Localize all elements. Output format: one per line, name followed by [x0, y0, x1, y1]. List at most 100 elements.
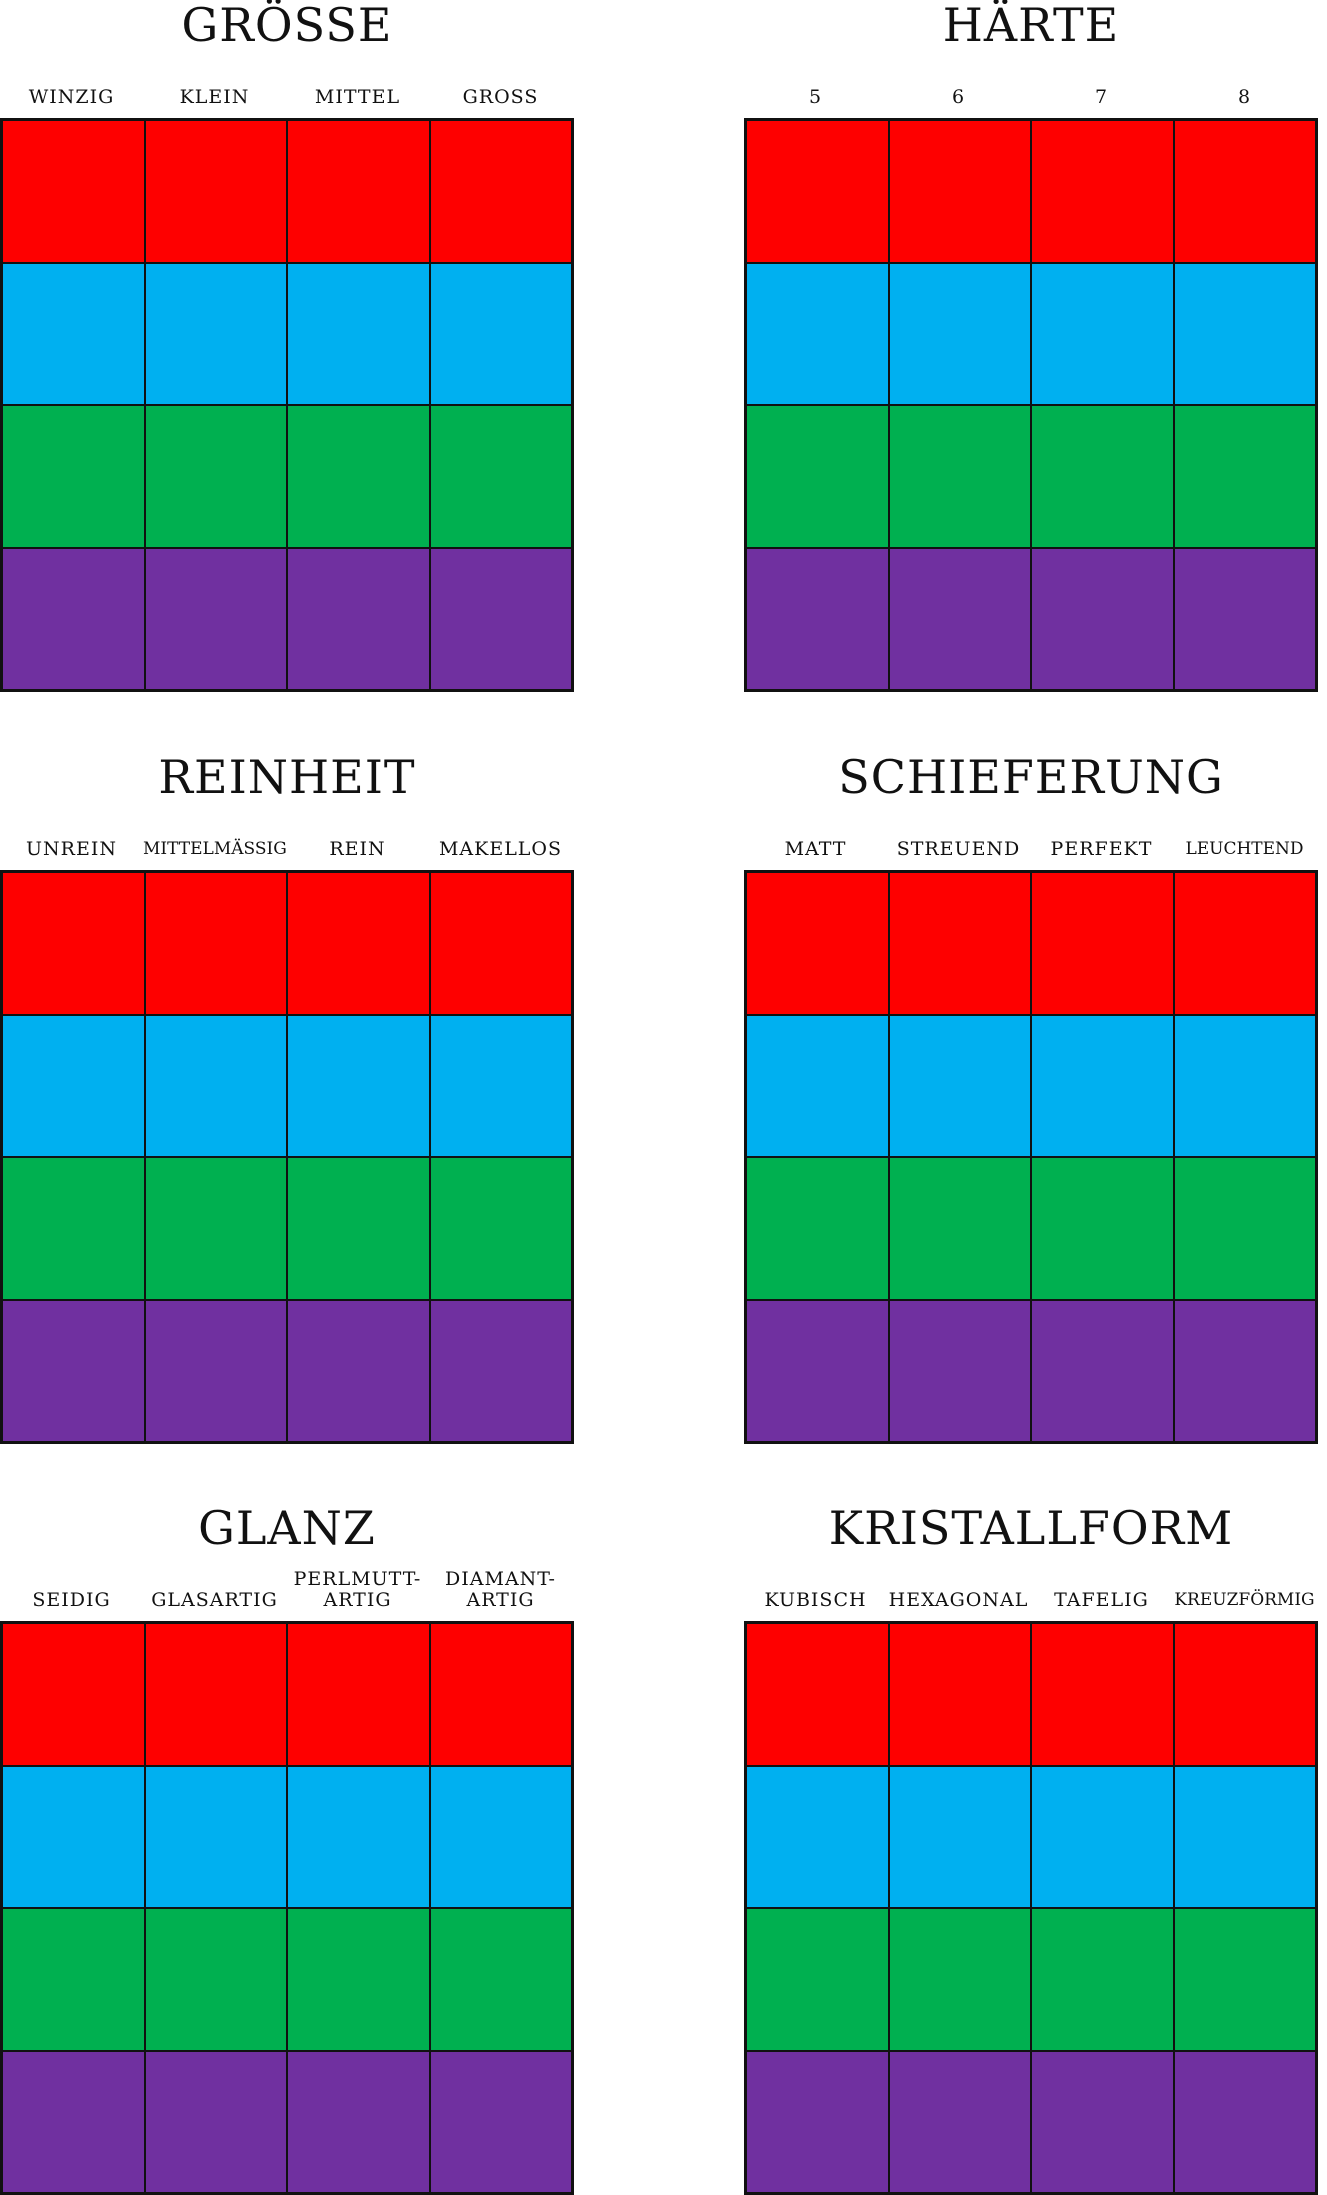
grid-cell[interactable]: [2, 1014, 145, 1157]
grid-cell[interactable]: [144, 120, 287, 263]
grid-cell[interactable]: [144, 872, 287, 1015]
grid-cell[interactable]: [746, 1765, 889, 1908]
grid-cell[interactable]: [746, 1157, 889, 1300]
grid-cell[interactable]: [287, 262, 430, 405]
grid-cell[interactable]: [746, 405, 889, 548]
grid-cell[interactable]: [1031, 1157, 1174, 1300]
grid-cell[interactable]: [746, 872, 889, 1015]
grid-cell[interactable]: [746, 262, 889, 405]
grid-cell[interactable]: [429, 547, 572, 690]
grid-cell[interactable]: [429, 1623, 572, 1766]
grid-cell[interactable]: [144, 1908, 287, 2051]
grid-cell[interactable]: [1031, 120, 1174, 263]
grid-cell[interactable]: [1031, 262, 1174, 405]
grid-cell[interactable]: [1031, 1014, 1174, 1157]
column-label: Streuend: [896, 838, 1021, 860]
grid-cell[interactable]: [144, 1299, 287, 1442]
grid-cell[interactable]: [287, 1299, 430, 1442]
grid-cell[interactable]: [429, 1908, 572, 2051]
grid-cell[interactable]: [287, 1908, 430, 2051]
grid-cell[interactable]: [888, 262, 1031, 405]
grid-cell[interactable]: [888, 120, 1031, 263]
grid-cell[interactable]: [888, 1908, 1031, 2051]
grid-cell[interactable]: [746, 1014, 889, 1157]
grid-cell[interactable]: [429, 262, 572, 405]
grid-cell[interactable]: [2, 120, 145, 263]
grid-cell[interactable]: [746, 1908, 889, 2051]
grid-cell[interactable]: [888, 872, 1031, 1015]
grid-cell[interactable]: [1031, 405, 1174, 548]
grid-cell[interactable]: [1031, 547, 1174, 690]
grid-cell[interactable]: [1173, 262, 1316, 405]
grid-cell[interactable]: [1031, 1623, 1174, 1766]
grid-cell[interactable]: [429, 405, 572, 548]
grid-cell[interactable]: [746, 2050, 889, 2193]
grid-cell[interactable]: [2, 1157, 145, 1300]
grid-cell[interactable]: [429, 2050, 572, 2193]
grid-cell[interactable]: [746, 1623, 889, 1766]
grid-cell[interactable]: [888, 1765, 1031, 1908]
grid-cell[interactable]: [1173, 1014, 1316, 1157]
panel-title: Kristallform: [828, 1501, 1234, 1555]
grid-cell[interactable]: [1173, 120, 1316, 263]
grid-cell[interactable]: [2, 1908, 145, 2051]
grid-cell[interactable]: [287, 2050, 430, 2193]
grid-cell[interactable]: [2, 262, 145, 405]
grid-cell[interactable]: [287, 872, 430, 1015]
grid-cell[interactable]: [287, 1765, 430, 1908]
grid-cell[interactable]: [746, 120, 889, 263]
grid-cell[interactable]: [429, 1157, 572, 1300]
grid-cell[interactable]: [144, 547, 287, 690]
color-grid: [0, 870, 574, 1444]
grid-cell[interactable]: [287, 1157, 430, 1300]
grid-cell[interactable]: [144, 1157, 287, 1300]
grid-cell[interactable]: [2, 1765, 145, 1908]
grid-cell[interactable]: [429, 872, 572, 1015]
grid-cell[interactable]: [2, 1299, 145, 1442]
grid-cell[interactable]: [1173, 1908, 1316, 2051]
grid-cell[interactable]: [429, 1014, 572, 1157]
grid-cell[interactable]: [287, 120, 430, 263]
grid-cell[interactable]: [1173, 1623, 1316, 1766]
grid-cell[interactable]: [144, 1623, 287, 1766]
grid-cell[interactable]: [144, 2050, 287, 2193]
grid-cell[interactable]: [2, 872, 145, 1015]
grid-cell[interactable]: [746, 1299, 889, 1442]
grid-cell[interactable]: [144, 262, 287, 405]
grid-cell[interactable]: [429, 1765, 572, 1908]
grid-cell[interactable]: [1173, 405, 1316, 548]
grid-cell[interactable]: [888, 1299, 1031, 1442]
grid-cell[interactable]: [888, 1014, 1031, 1157]
grid-cell[interactable]: [888, 1623, 1031, 1766]
grid-cell[interactable]: [888, 547, 1031, 690]
grid-cell[interactable]: [1173, 872, 1316, 1015]
grid-cell[interactable]: [287, 1623, 430, 1766]
grid-cell[interactable]: [746, 547, 889, 690]
grid-cell[interactable]: [888, 2050, 1031, 2193]
grid-cell[interactable]: [1031, 1765, 1174, 1908]
grid-cell[interactable]: [287, 405, 430, 548]
grid-cell[interactable]: [2, 405, 145, 548]
grid-cell[interactable]: [888, 405, 1031, 548]
grid-cell[interactable]: [2, 2050, 145, 2193]
grid-cell[interactable]: [144, 1014, 287, 1157]
grid-cell[interactable]: [1173, 1299, 1316, 1442]
grid-cell[interactable]: [1031, 1299, 1174, 1442]
grid-cell[interactable]: [144, 1765, 287, 1908]
grid-cell[interactable]: [1031, 1908, 1174, 2051]
grid-cell[interactable]: [144, 405, 287, 548]
grid-cell[interactable]: [1173, 1157, 1316, 1300]
grid-cell[interactable]: [888, 1157, 1031, 1300]
grid-cell[interactable]: [429, 1299, 572, 1442]
grid-cell[interactable]: [287, 547, 430, 690]
grid-cell[interactable]: [1031, 2050, 1174, 2193]
grid-cell[interactable]: [1173, 1765, 1316, 1908]
grid-cell[interactable]: [2, 547, 145, 690]
grid-cell[interactable]: [287, 1014, 430, 1157]
grid-cell[interactable]: [429, 120, 572, 263]
grid-cell[interactable]: [2, 1623, 145, 1766]
grid-cell[interactable]: [1173, 547, 1316, 690]
grid-cell[interactable]: [1031, 872, 1174, 1015]
grid-cell[interactable]: [1173, 2050, 1316, 2193]
column-label: Leuchtend: [1185, 839, 1304, 859]
